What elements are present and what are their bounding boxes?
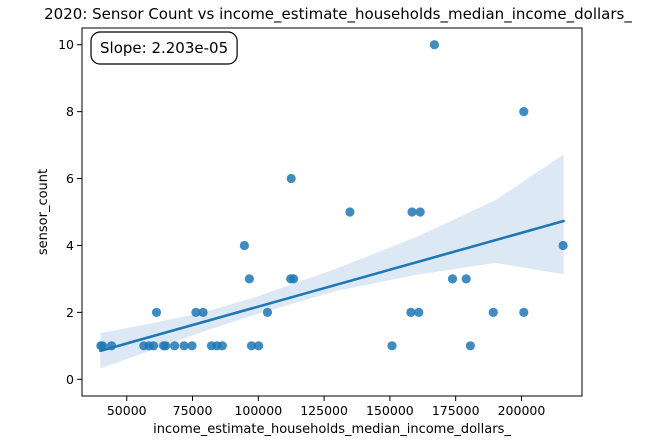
data-point — [345, 207, 355, 217]
data-point — [149, 341, 159, 351]
data-point — [447, 274, 458, 284]
chart-title: 2020: Sensor Count vs income_estimate_ho… — [44, 5, 632, 24]
data-point — [519, 307, 529, 317]
x-tick-label: 150000 — [366, 403, 414, 418]
y-tick-label: 10 — [58, 37, 74, 52]
plot-area — [96, 40, 568, 369]
data-point — [170, 341, 180, 351]
x-axis-label: income_estimate_households_median_income… — [153, 422, 511, 437]
data-point — [254, 341, 264, 351]
data-point — [406, 307, 416, 317]
data-point — [387, 341, 397, 351]
data-point — [246, 341, 257, 351]
y-tick-label: 6 — [66, 171, 74, 186]
data-point — [488, 307, 498, 317]
slope-annotation: Slope: 2.203e-05 — [90, 31, 238, 65]
x-axis: 50000 75000 100000 125000 150000 175000 200000 — [107, 396, 546, 418]
data-point — [151, 307, 162, 317]
data-point — [519, 107, 529, 117]
data-point — [187, 341, 197, 351]
y-tick-label: 2 — [66, 305, 74, 320]
y-tick-label: 0 — [66, 372, 74, 387]
data-point — [191, 307, 201, 317]
plot-frame — [81, 27, 583, 397]
y-tick-label: 4 — [66, 238, 74, 253]
data-point — [558, 240, 568, 251]
data-point — [179, 341, 189, 351]
data-point — [239, 240, 249, 251]
data-point — [407, 207, 417, 217]
data-point — [289, 274, 299, 284]
data-point — [198, 307, 208, 317]
y-tick-label: 8 — [66, 104, 74, 119]
x-tick-label: 50000 — [107, 403, 147, 418]
data-point — [97, 341, 108, 351]
data-point — [461, 274, 471, 284]
x-tick-label: 75000 — [173, 403, 213, 418]
data-point — [262, 307, 273, 317]
data-point — [161, 341, 171, 351]
data-point — [429, 40, 439, 50]
x-tick-label: 125000 — [300, 403, 348, 418]
x-tick-label: 175000 — [432, 403, 480, 418]
slope-annotation-text: Slope: 2.203e-05 — [100, 39, 228, 57]
confidence-band — [100, 154, 564, 369]
data-point — [465, 341, 475, 351]
regression-line — [99, 219, 565, 353]
x-tick-label: 100000 — [234, 403, 282, 418]
data-point — [415, 207, 425, 217]
x-tick-label: 200000 — [498, 403, 546, 418]
y-axis-label: sensor_count — [36, 169, 51, 255]
data-point — [217, 341, 227, 351]
y-axis: 0 2 4 6 8 10 — [58, 37, 82, 387]
slope-annotation-box — [90, 31, 238, 65]
data-point — [286, 173, 296, 184]
data-point — [244, 274, 254, 284]
data-point — [414, 307, 424, 317]
